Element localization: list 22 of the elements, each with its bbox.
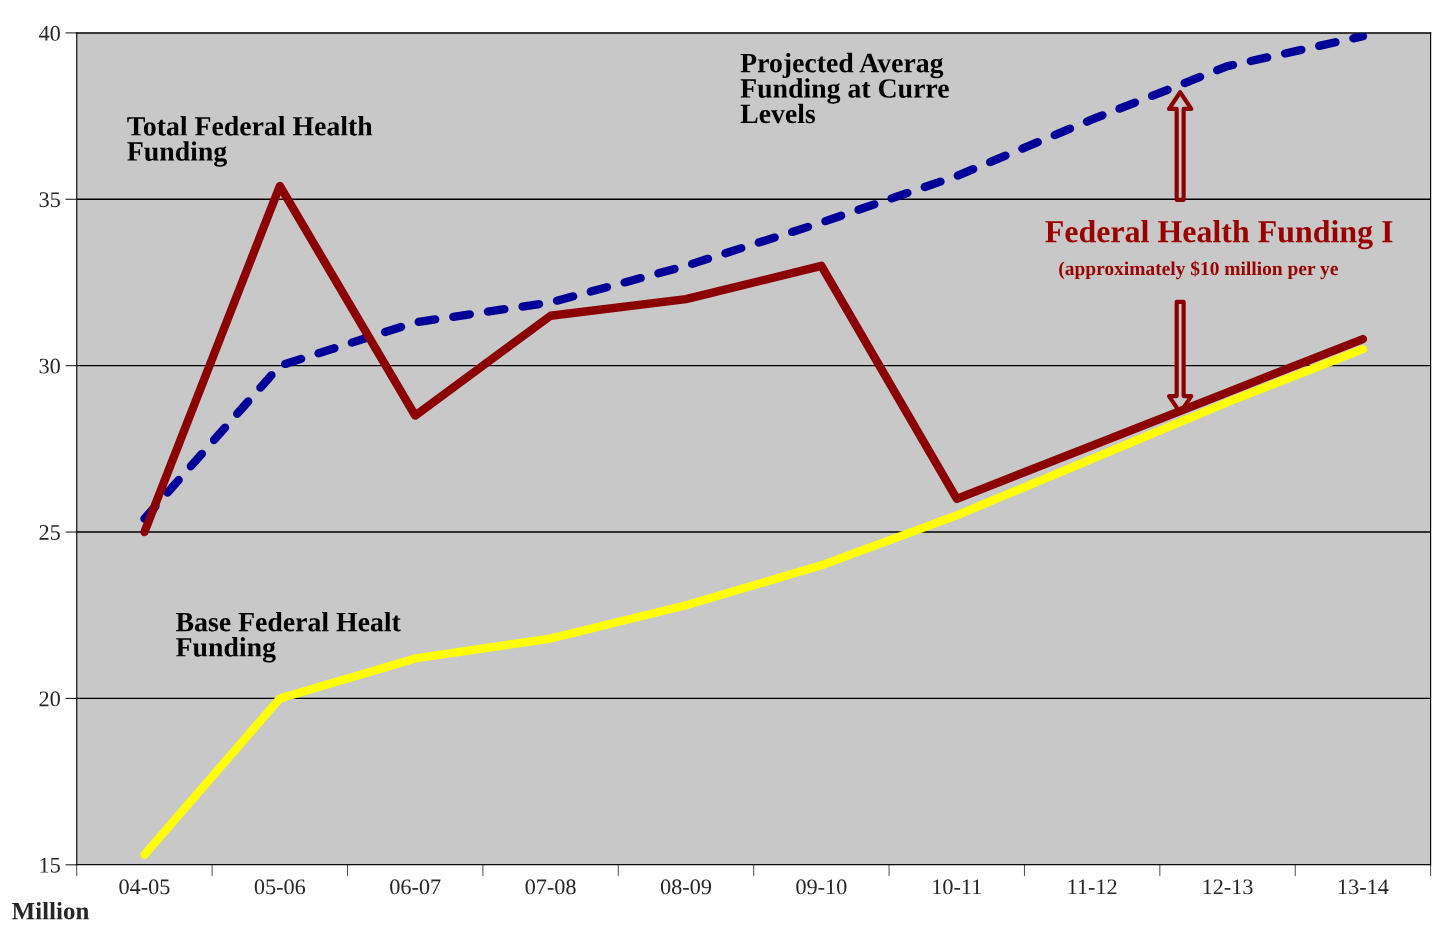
x-tick-label: 13-14	[1338, 879, 1389, 895]
series-label: Base Federal Healt Funding	[176, 611, 401, 663]
series-label: Total Federal Health Funding	[127, 116, 373, 167]
annotation: (approximately $10 million per ye	[1059, 260, 1338, 280]
x-tick-label: 05-06	[254, 879, 306, 895]
x-tick-label: 09-10	[796, 879, 847, 895]
x-tick-label: 06-07	[390, 879, 441, 895]
x-tick-label: 11-12	[1068, 879, 1117, 895]
y-tick-label: 40	[38, 25, 60, 41]
annotation: Federal Health Funding I	[1045, 219, 1393, 250]
x-tick-label: 08-09	[660, 879, 711, 895]
y-tick-label: 30	[39, 358, 60, 374]
x-tick-label: 10-11	[933, 879, 981, 895]
x-tick-label: 07-08	[525, 879, 576, 895]
x-tick-label: 12-13	[1203, 879, 1253, 895]
y-tick-label: 20	[39, 691, 60, 707]
x-tick-label: 04-05	[119, 879, 170, 895]
y-tick-label: 35	[39, 192, 60, 208]
series-label: Projected Averag Funding at Curre Levels	[740, 52, 949, 124]
y-tick-label: 15	[40, 857, 60, 873]
y-axis-title: Million	[12, 901, 89, 920]
y-tick-label: 25	[39, 525, 60, 540]
